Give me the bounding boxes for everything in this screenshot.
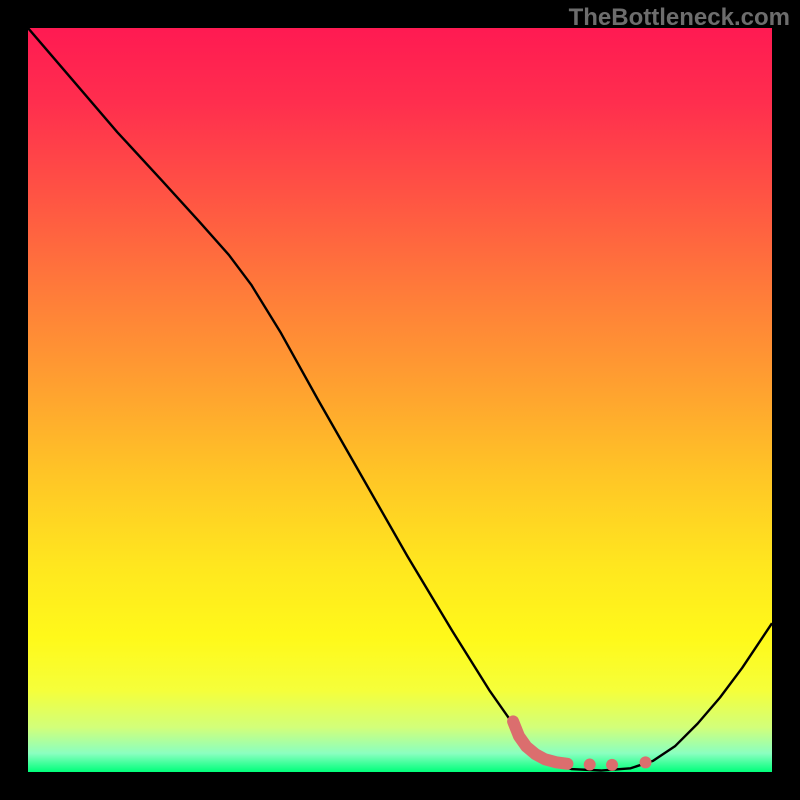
highlight-dot: [606, 759, 618, 771]
highlight-dot: [640, 756, 652, 768]
bottleneck-curve: [28, 28, 772, 771]
chart-svg: [28, 28, 772, 772]
plot-area: [28, 28, 772, 772]
highlight-dot: [584, 759, 596, 771]
highlight-segment: [513, 721, 567, 763]
watermark-text: TheBottleneck.com: [569, 4, 790, 32]
